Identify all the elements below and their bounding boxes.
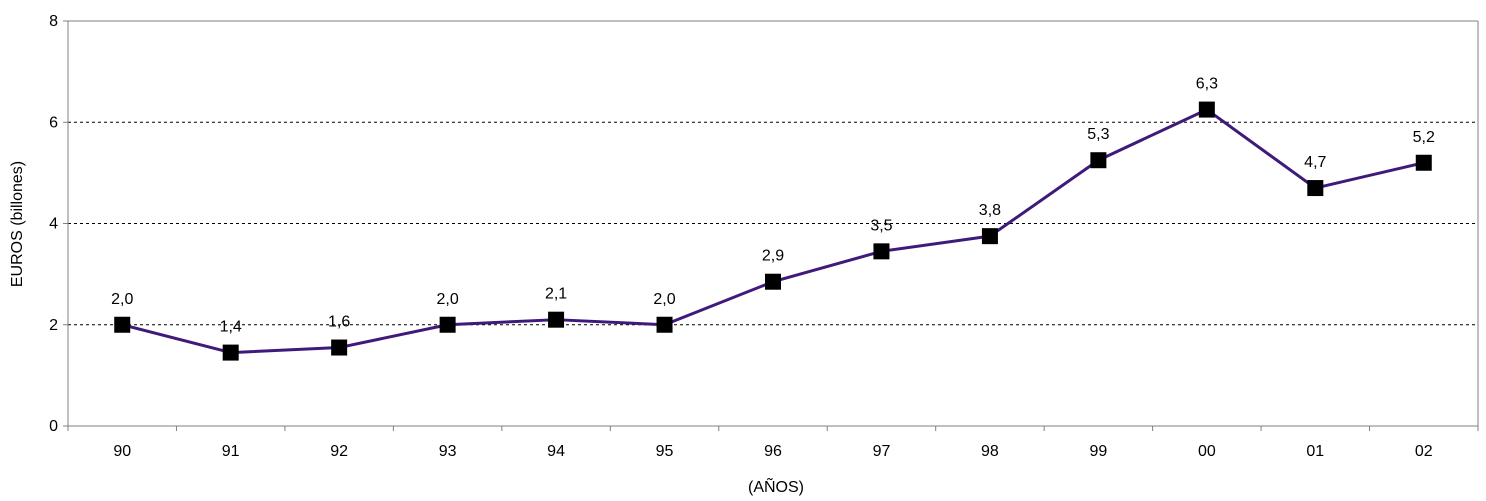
data-label: 2,9 bbox=[762, 248, 784, 265]
data-label: 2,0 bbox=[653, 291, 675, 308]
y-tick-label: 4 bbox=[49, 216, 58, 233]
data-point-marker bbox=[114, 316, 131, 333]
x-tick-label: 02 bbox=[1415, 443, 1433, 460]
series-line-path bbox=[121, 108, 1425, 355]
x-tick-label: 92 bbox=[330, 443, 348, 460]
data-labels: 2,0 1,4 1,6 2,0 2,1 2,0 2,9 3,5 3,8 5,3 6,3 4,7 5,2 bbox=[111, 76, 1435, 336]
x-tick-labels: 90 91 92 93 94 95 96 97 98 99 00 01 02 bbox=[113, 443, 1432, 460]
x-tick-label: 93 bbox=[439, 443, 457, 460]
y-tick-label: 6 bbox=[49, 114, 58, 131]
data-label: 3,5 bbox=[870, 217, 892, 234]
x-tick-label: 00 bbox=[1198, 443, 1216, 460]
y-tick-label: 8 bbox=[49, 13, 58, 30]
data-label: 5,3 bbox=[1087, 126, 1109, 143]
x-tick-label: 96 bbox=[764, 443, 782, 460]
data-label: 5,2 bbox=[1413, 129, 1435, 146]
data-label: 2,0 bbox=[436, 291, 458, 308]
data-point-marker bbox=[873, 243, 890, 260]
y-axis-title: EUROS (billones) bbox=[9, 161, 26, 287]
series-line bbox=[121, 108, 1425, 355]
x-tick-label: 01 bbox=[1306, 443, 1324, 460]
data-label: 2,0 bbox=[111, 291, 133, 308]
data-label: 3,8 bbox=[979, 202, 1001, 219]
data-label: 6,3 bbox=[1196, 76, 1218, 93]
x-tick-label: 90 bbox=[113, 443, 131, 460]
y-tick-labels: 0 2 4 6 8 bbox=[49, 13, 58, 435]
data-point-marker bbox=[222, 344, 239, 361]
data-label: 1,4 bbox=[220, 319, 242, 336]
data-point-marker bbox=[1198, 101, 1215, 118]
x-tick-label: 94 bbox=[547, 443, 565, 460]
axes bbox=[63, 20, 1479, 431]
x-axis-title: (AÑOS) bbox=[748, 476, 804, 496]
data-point-marker bbox=[1415, 154, 1432, 171]
data-point-marker bbox=[1090, 152, 1107, 169]
data-point-marker bbox=[331, 339, 348, 356]
series-markers bbox=[114, 101, 1432, 361]
x-tick-label: 97 bbox=[873, 443, 891, 460]
data-point-marker bbox=[981, 228, 998, 245]
data-label: 2,1 bbox=[545, 286, 567, 303]
y-tick-label: 2 bbox=[49, 317, 58, 334]
data-point-marker bbox=[656, 316, 673, 333]
x-tick-label: 95 bbox=[656, 443, 674, 460]
x-tick-label: 98 bbox=[981, 443, 999, 460]
data-label: 1,6 bbox=[328, 314, 350, 331]
data-point-marker bbox=[439, 316, 456, 333]
data-label: 4,7 bbox=[1304, 154, 1326, 171]
x-tick-label: 91 bbox=[222, 443, 240, 460]
data-point-marker bbox=[765, 273, 781, 290]
y-tick-label: 0 bbox=[49, 418, 58, 435]
data-point-marker bbox=[548, 311, 565, 328]
x-tick-label: 99 bbox=[1089, 443, 1107, 460]
data-point-marker bbox=[1307, 180, 1324, 197]
